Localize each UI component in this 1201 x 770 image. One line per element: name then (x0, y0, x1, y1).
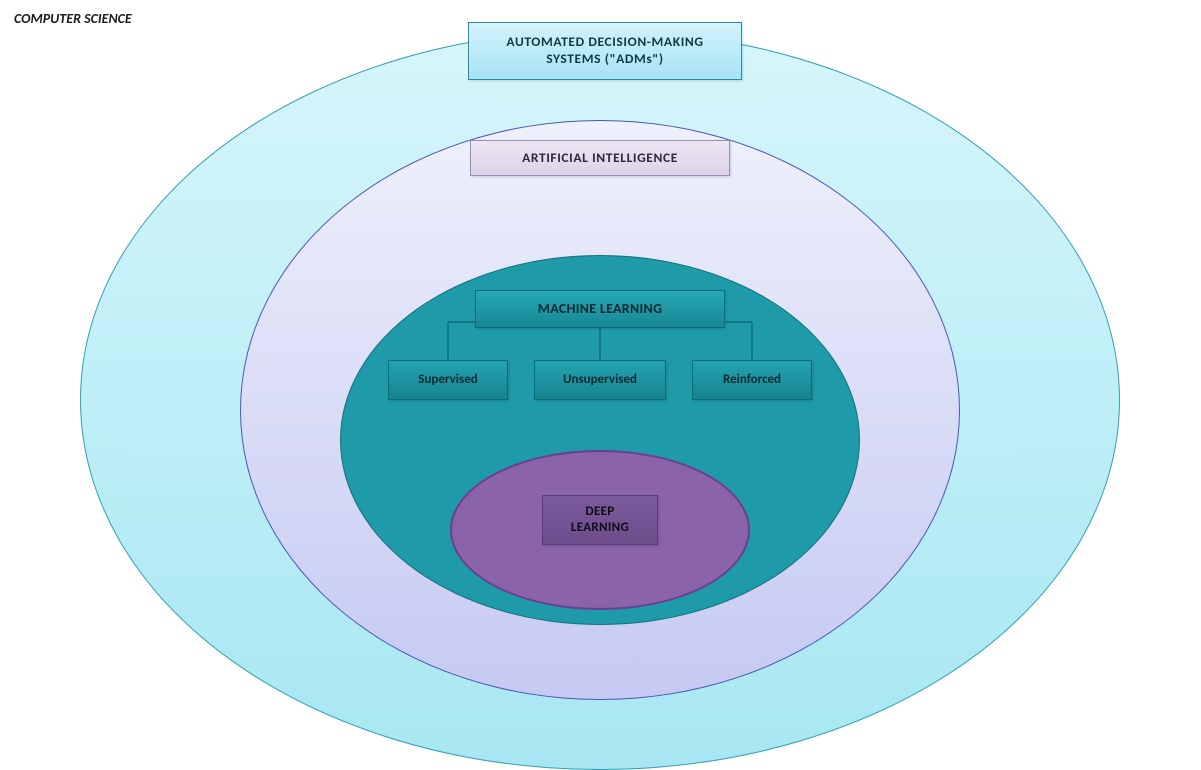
ml-label-box: MACHINE LEARNING (475, 290, 725, 328)
reinforced-text: Reinforced (723, 372, 781, 388)
unsupervised-box: Unsupervised (534, 360, 666, 400)
dl-label-text: DEEP LEARNING (571, 504, 629, 537)
supervised-box: Supervised (388, 360, 508, 400)
reinforced-box: Reinforced (692, 360, 812, 400)
adm-label-line1: AUTOMATED DECISION-MAKING (506, 33, 703, 50)
supervised-text: Supervised (418, 372, 477, 388)
unsupervised-text: Unsupervised (563, 372, 637, 388)
ai-label-text: ARTIFICIAL INTELLIGENCE (522, 150, 678, 167)
corner-title: COMPUTER SCIENCE (14, 10, 132, 27)
ml-label-text: MACHINE LEARNING (538, 300, 663, 318)
ai-label-box: ARTIFICIAL INTELLIGENCE (470, 140, 730, 176)
dl-label-line2: LEARNING (571, 520, 629, 535)
dl-label-box: DEEP LEARNING (542, 495, 658, 545)
adm-label-text: AUTOMATED DECISION-MAKING SYSTEMS ("ADMs… (506, 34, 703, 68)
diagram-canvas: COMPUTER SCIENCE AUTOMATED DECISION-MAKI… (0, 0, 1201, 768)
dl-label-line1: DEEP (586, 504, 615, 519)
adm-label-box: AUTOMATED DECISION-MAKING SYSTEMS ("ADMs… (468, 22, 742, 80)
adm-label-line2: SYSTEMS ("ADMs") (546, 50, 663, 67)
